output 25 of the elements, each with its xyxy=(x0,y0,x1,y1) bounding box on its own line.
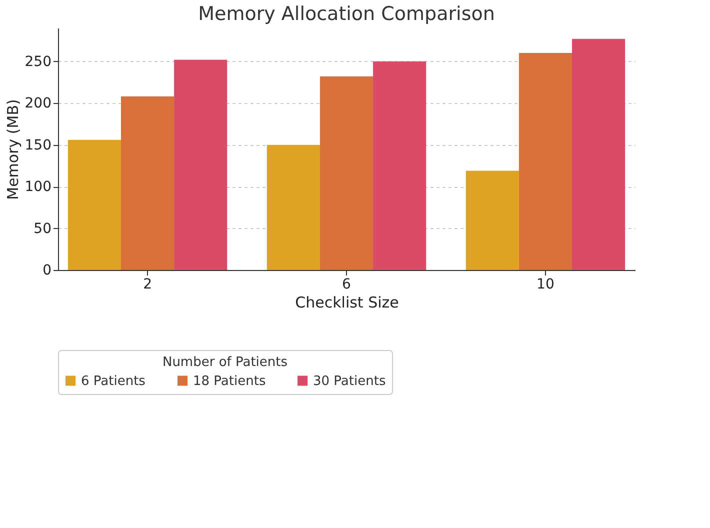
x-axis-title: Checklist Size xyxy=(295,294,399,312)
bar xyxy=(320,76,374,270)
bar xyxy=(266,144,320,270)
legend-title: Number of Patients xyxy=(162,355,288,370)
bar xyxy=(68,140,122,270)
bar xyxy=(466,170,519,270)
y-tick-label: 250 xyxy=(24,54,52,70)
legend-label: 30 Patients xyxy=(313,374,386,389)
bar xyxy=(174,60,228,270)
x-tick-label: 6 xyxy=(342,276,352,292)
y-tick-label: 150 xyxy=(24,137,52,154)
y-tick-label: 200 xyxy=(24,96,52,112)
bar xyxy=(121,96,174,270)
y-tick-label: 50 xyxy=(34,220,52,237)
x-tick-label: 10 xyxy=(536,276,554,292)
y-tick-label: 0 xyxy=(42,262,52,278)
chart-title: Memory Allocation Comparison xyxy=(198,3,495,25)
y-tick-label: 100 xyxy=(24,179,52,196)
legend-label: 6 Patients xyxy=(81,374,146,389)
y-axis-title: Memory (MB) xyxy=(4,99,22,200)
legend-label: 18 Patients xyxy=(193,374,266,389)
bar xyxy=(373,61,426,270)
x-tick-label: 2 xyxy=(143,276,152,292)
bar xyxy=(518,53,572,270)
bar xyxy=(572,38,626,270)
